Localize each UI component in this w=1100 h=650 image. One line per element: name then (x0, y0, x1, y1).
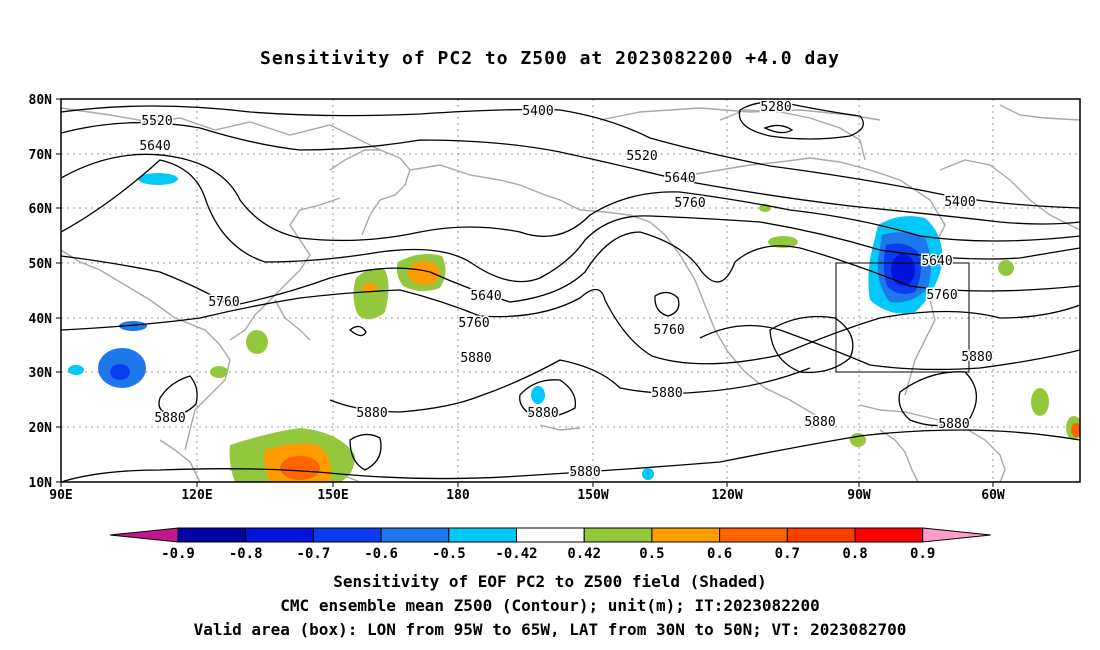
grid-lines (61, 99, 1080, 482)
colorbar-label: 0.8 (842, 546, 867, 562)
colorbar-label: 0.5 (639, 546, 664, 562)
contour-label: 5880 (804, 415, 835, 430)
colorbar-left-arrow (109, 527, 179, 543)
contour-label: 5640 (664, 171, 695, 186)
lat-label: 80N (29, 93, 53, 108)
contour-label: 5880 (651, 386, 682, 401)
lon-label: 180 (446, 488, 470, 503)
contour-label: 5760 (674, 196, 705, 211)
contour-label: 5760 (926, 288, 957, 303)
colorbar-swatch (786, 527, 856, 543)
lat-label: 70N (29, 148, 53, 163)
z500-contours (61, 101, 1080, 482)
contour-label: 5880 (356, 406, 387, 421)
caption-contour: CMC ensemble mean Z500 (Contour); unit(m… (280, 596, 820, 615)
colorbar-swatch (312, 527, 382, 543)
plot-frame (60, 98, 1081, 483)
contour-label: 5880 (569, 465, 600, 480)
lat-label: 60N (29, 202, 53, 217)
colorbar: -0.9 -0.8 -0.7 -0.6 -0.5 -0.42 0.42 0.5 0.6 0.7 0.… (109, 527, 991, 562)
colorbar-label: -0.8 (229, 546, 263, 562)
lon-label: 120W (711, 488, 742, 503)
colorbar-label: 0.9 (910, 546, 935, 562)
colorbar-label: 0.42 (567, 546, 601, 562)
colorbar-swatch (719, 527, 788, 543)
colorbar-swatch (854, 527, 924, 543)
colorbar-label: -0.42 (495, 546, 537, 562)
lat-label: 10N (29, 476, 53, 491)
valid-area-box (835, 262, 970, 373)
caption-valid-area: Valid area (box): LON from 95W to 65W, L… (193, 620, 907, 639)
contour-label: 5760 (208, 295, 239, 310)
lat-label: 50N (29, 257, 53, 272)
colorbar-swatch (516, 527, 585, 543)
colorbar-label: -0.5 (432, 546, 466, 562)
colorbar-label: -0.6 (364, 546, 398, 562)
lon-label: 150E (317, 488, 348, 503)
sensitivity-shading (68, 173, 1080, 482)
contour-label: 5640 (921, 254, 952, 269)
lat-label: 40N (29, 312, 53, 327)
map-title: Sensitivity of PC2 to Z500 at 2023082200… (259, 48, 840, 69)
contour-label: 5520 (141, 114, 172, 129)
colorbar-label: -0.7 (297, 546, 331, 562)
contour-label: 5280 (760, 100, 791, 115)
lon-label: 90W (847, 488, 871, 503)
lat-label: 30N (29, 366, 53, 381)
contour-label: 5880 (961, 350, 992, 365)
colorbar-swatch (380, 527, 450, 543)
contour-label: 5880 (527, 406, 558, 421)
contour-label: 5520 (626, 149, 657, 164)
contour-label: 5880 (460, 351, 491, 366)
colorbar-right-arrow (922, 527, 991, 543)
colorbar-swatch (583, 527, 653, 543)
lat-label: 20N (29, 421, 53, 436)
colorbar-swatch (651, 527, 721, 543)
lon-label: 60W (981, 488, 1005, 503)
contour-label: 5880 (154, 411, 185, 426)
contour-label: 5640 (139, 139, 170, 154)
caption-shaded: Sensitivity of EOF PC2 to Z500 field (Sh… (333, 572, 767, 591)
tick-marks (56, 98, 994, 487)
colorbar-swatch (245, 527, 314, 543)
contour-label: 5400 (522, 104, 553, 119)
contour-label: 5640 (470, 289, 501, 304)
lon-label: 90E (49, 488, 72, 503)
contour-label: 5760 (653, 323, 684, 338)
colorbar-label: -0.9 (161, 546, 195, 562)
contour-label: 5880 (938, 417, 969, 432)
colorbar-label: 0.7 (775, 546, 800, 562)
contour-label: 5760 (458, 316, 489, 331)
lon-label: 120E (181, 488, 212, 503)
colorbar-swatch (448, 527, 517, 543)
contour-label: 5400 (944, 195, 975, 210)
lon-label: 150W (577, 488, 608, 503)
colorbar-swatch (177, 527, 247, 543)
colorbar-label: 0.6 (707, 546, 732, 562)
